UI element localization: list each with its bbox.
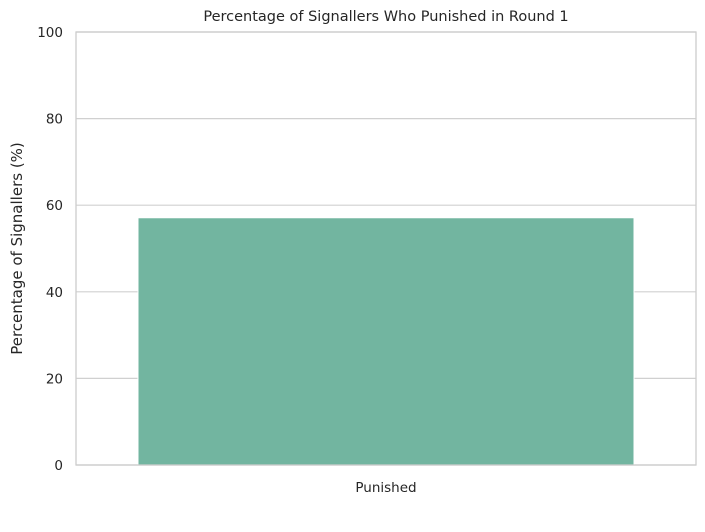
plot-frame <box>75 31 697 466</box>
y-tick-label: 80 <box>46 112 63 128</box>
bars <box>137 217 635 466</box>
bar-punished <box>137 217 635 466</box>
y-tick-label: 60 <box>46 198 63 214</box>
y-tick-labels: 0 20 40 60 80 100 <box>37 25 63 474</box>
y-tick-label: 40 <box>46 285 63 301</box>
x-tick-labels: Punished <box>355 480 416 496</box>
y-axis-label: Percentage of Signallers (%) <box>8 142 26 355</box>
x-tick-label: Punished <box>355 480 416 496</box>
y-tick-label: 100 <box>37 25 63 41</box>
y-tick-label: 0 <box>54 458 63 474</box>
chart-title: Percentage of Signallers Who Punished in… <box>203 9 568 25</box>
y-tick-label: 20 <box>46 371 63 387</box>
